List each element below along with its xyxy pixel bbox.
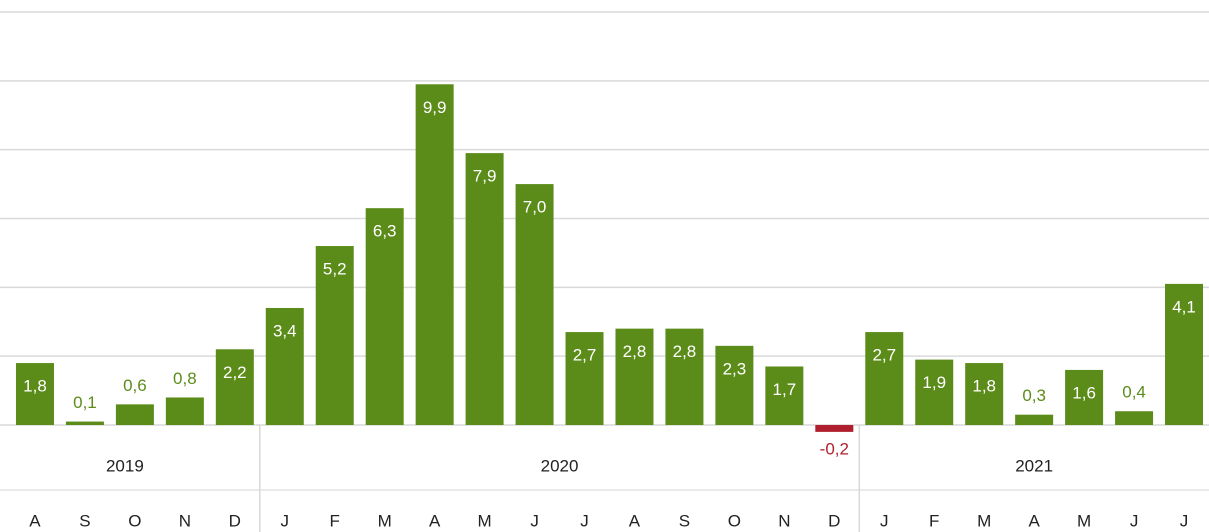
- bar: [515, 184, 554, 425]
- value-label: 1,8: [972, 377, 996, 396]
- bar: [1115, 411, 1154, 425]
- bar: [465, 153, 504, 425]
- bar: [665, 328, 704, 425]
- value-label: 0,3: [1022, 386, 1046, 405]
- x-tick-label: J: [530, 511, 539, 530]
- value-label: 7,9: [473, 167, 497, 186]
- bar: [65, 421, 104, 425]
- x-tick-label: S: [679, 511, 690, 530]
- bar: [1165, 283, 1204, 425]
- x-tick-label: M: [977, 511, 991, 530]
- value-label: 3,4: [273, 321, 297, 340]
- x-tick-label: F: [929, 511, 939, 530]
- group-label: 2020: [541, 456, 579, 475]
- x-tick-label: J: [580, 511, 589, 530]
- bar: [415, 84, 454, 426]
- value-label: 1,7: [773, 380, 797, 399]
- bar: [965, 363, 1004, 425]
- value-label: 0,1: [73, 393, 97, 412]
- bar: [715, 345, 754, 425]
- x-tick-label: O: [128, 511, 141, 530]
- value-label: 1,6: [1072, 383, 1096, 402]
- x-tick-label: A: [429, 511, 441, 530]
- group-label: 2019: [106, 456, 144, 475]
- x-tick-label: N: [179, 511, 191, 530]
- bar: [15, 363, 54, 425]
- x-tick-label: A: [629, 511, 641, 530]
- value-label: 2,8: [623, 342, 647, 361]
- bar: [565, 332, 604, 425]
- value-label: 9,9: [423, 98, 447, 117]
- bar: [1065, 369, 1104, 425]
- bar: [1015, 414, 1054, 425]
- value-label: -0,2: [820, 439, 849, 458]
- bar: [115, 404, 154, 425]
- bar: [365, 208, 404, 425]
- bar: [215, 349, 254, 425]
- x-tick-label: A: [1028, 511, 1040, 530]
- value-label: 7,0: [523, 198, 547, 217]
- value-label: 1,9: [922, 373, 946, 392]
- bar: [765, 366, 804, 425]
- x-tick-label: O: [728, 511, 741, 530]
- x-tick-label: A: [29, 511, 41, 530]
- value-label: 1,8: [23, 377, 47, 396]
- x-tick-label: J: [1180, 511, 1189, 530]
- bar: [815, 425, 854, 432]
- value-label: 4,1: [1172, 297, 1196, 316]
- x-tick-label: D: [828, 511, 840, 530]
- bar: [315, 246, 354, 425]
- bar: [165, 397, 204, 425]
- x-tick-label: F: [330, 511, 340, 530]
- x-tick-label: S: [79, 511, 90, 530]
- x-tick-label: J: [281, 511, 290, 530]
- bar: [265, 307, 304, 425]
- bar: [615, 328, 654, 425]
- value-label: 2,7: [872, 346, 896, 365]
- value-label: 2,2: [223, 363, 247, 382]
- bar: [865, 332, 904, 425]
- value-label: 0,4: [1122, 383, 1146, 402]
- value-label: 5,2: [323, 260, 347, 279]
- x-tick-label: J: [1130, 511, 1139, 530]
- x-tick-label: D: [229, 511, 241, 530]
- value-label: 6,3: [373, 222, 397, 241]
- value-label: 2,3: [723, 359, 747, 378]
- x-tick-label: M: [478, 511, 492, 530]
- value-label: 2,7: [573, 346, 597, 365]
- value-label: 0,6: [123, 376, 147, 395]
- bar: [915, 359, 954, 425]
- x-tick-label: M: [378, 511, 392, 530]
- group-label: 2021: [1015, 456, 1053, 475]
- x-tick-label: N: [778, 511, 790, 530]
- x-tick-label: M: [1077, 511, 1091, 530]
- x-tick-label: J: [880, 511, 889, 530]
- value-label: 0,8: [173, 369, 197, 388]
- value-label: 2,8: [673, 342, 697, 361]
